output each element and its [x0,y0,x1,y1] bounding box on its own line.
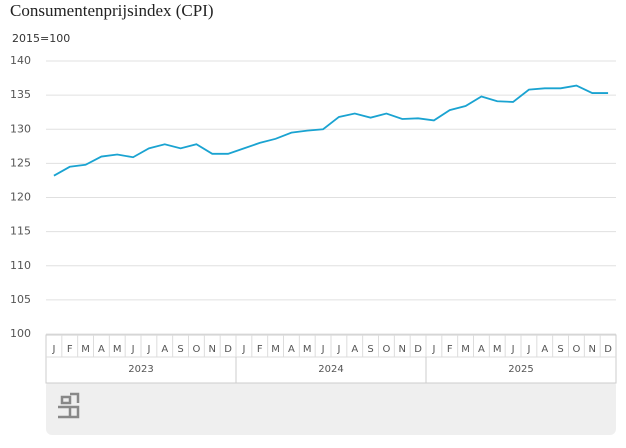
x-tick-label: M [81,344,90,355]
x-tick-label: N [399,344,406,355]
x-group-label: 2024 [318,364,343,375]
x-tick-label: J [241,344,245,355]
x-tick-label: D [224,344,232,355]
y-tick-label: 125 [10,156,31,169]
y-tick-label: 120 [10,191,31,204]
y-tick-label: 115 [10,225,31,238]
x-tick-label: D [414,344,422,355]
x-tick-label: M [113,344,122,355]
x-tick-label: A [351,344,358,355]
x-group-label: 2023 [128,364,153,375]
x-tick-label: M [303,344,312,355]
x-tick-label: F [67,344,73,355]
x-tick-label: J [146,344,150,355]
x-tick-label: J [526,344,530,355]
y-tick-label: 140 [10,54,31,67]
chart-subtitle: 2015=100 [12,32,70,45]
x-tick-label: O [192,344,200,355]
x-tick-label: S [367,344,373,355]
x-tick-label: J [321,344,325,355]
x-tick-label: J [431,344,435,355]
footer-panel [46,380,616,435]
x-tick-label: O [382,344,390,355]
x-tick-label: S [177,344,183,355]
x-tick-label: O [572,344,580,355]
x-tick-label: A [161,344,168,355]
x-tick-label: A [98,344,105,355]
logo [58,392,80,419]
x-tick-label: A [288,344,295,355]
x-group-label: 2025 [508,364,533,375]
line [53,84,609,177]
y-tick-label: 100 [10,327,31,340]
y-tick-label: 105 [10,293,31,306]
chart-title: Consumentenprijsindex (CPI) [10,1,214,20]
x-tick-label: M [461,344,470,355]
y-tick-label: 135 [10,88,31,101]
x-tick-label: J [131,344,135,355]
x-tick-label: N [589,344,596,355]
x-tick-label: D [604,344,612,355]
x-tick-label: J [51,344,55,355]
x-tick-label: A [478,344,485,355]
x-tick-label: N [209,344,216,355]
x-tick-label: J [511,344,515,355]
x-tick-label: S [557,344,563,355]
x-tick-label: A [541,344,548,355]
x-tick-label: F [257,344,263,355]
x-tick-label: J [336,344,340,355]
y-tick-label: 110 [10,259,31,272]
y-tick-label: 130 [10,122,31,135]
x-tick-label: M [271,344,280,355]
x-tick-label: F [447,344,453,355]
x-tick-label: M [493,344,502,355]
